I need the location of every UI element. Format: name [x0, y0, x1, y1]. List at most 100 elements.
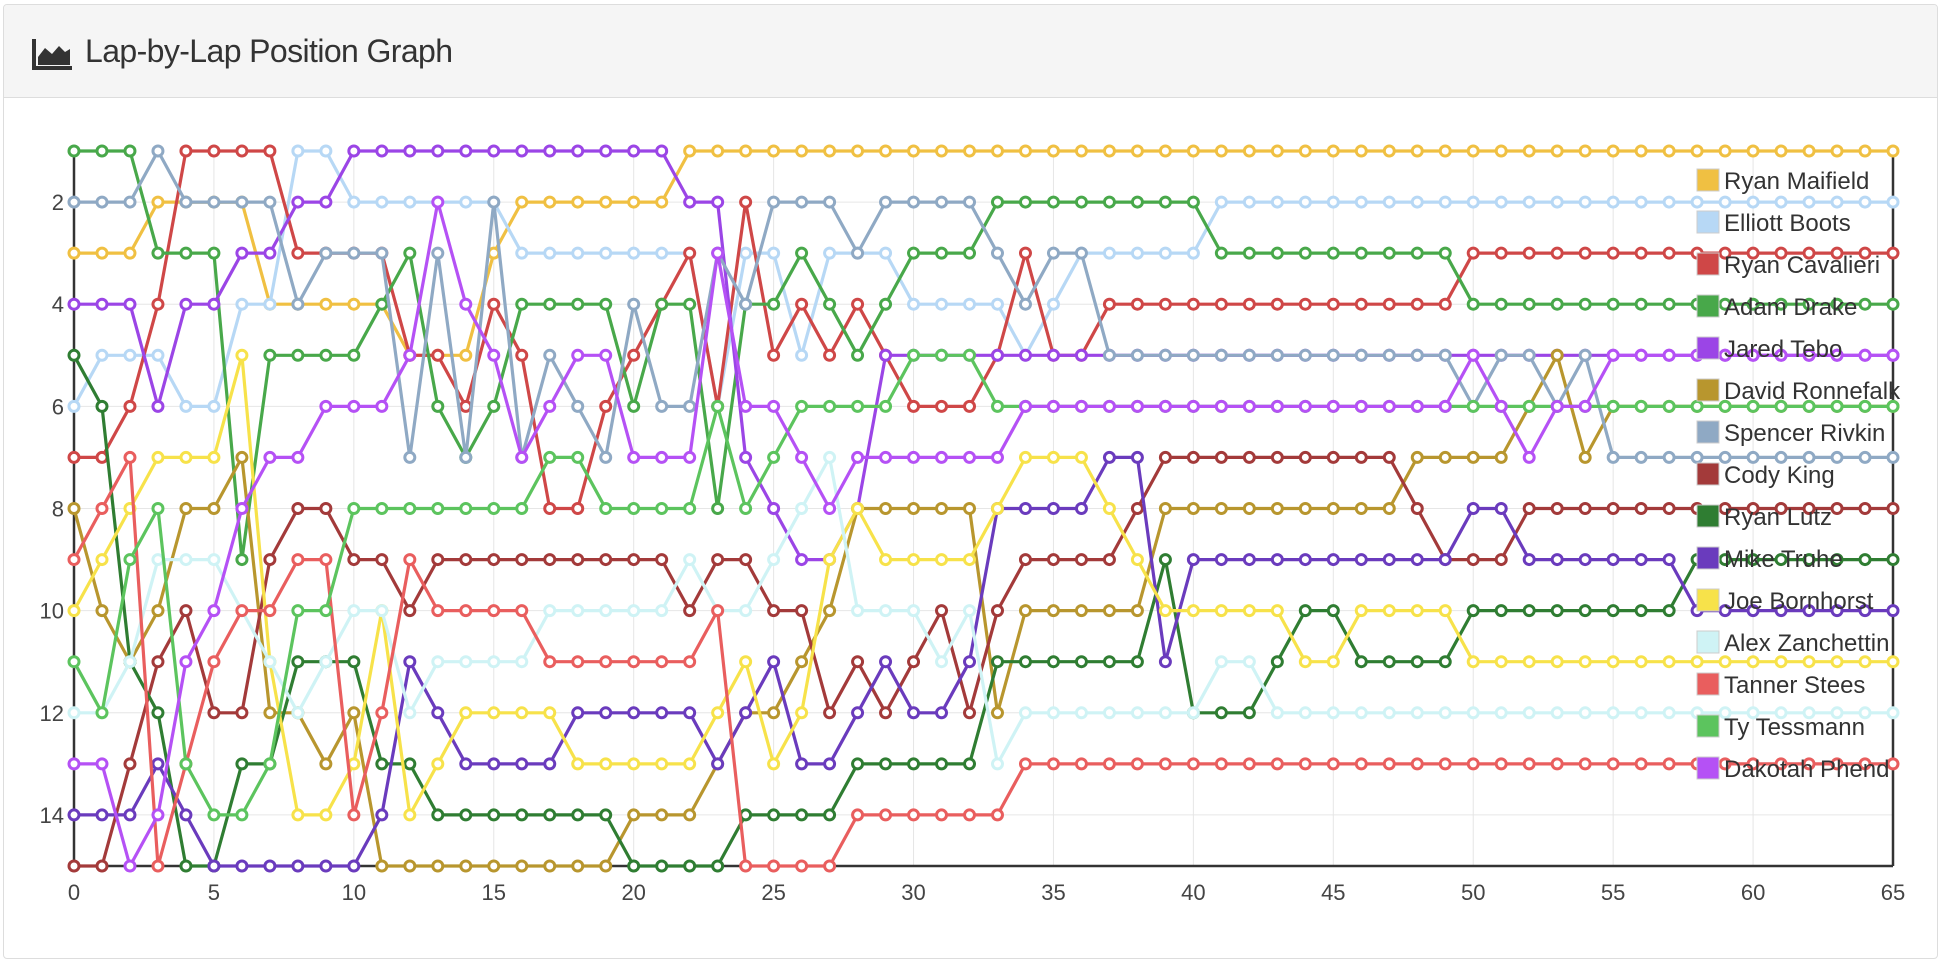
data-point — [67, 553, 81, 567]
data-point — [795, 757, 809, 771]
data-point — [403, 348, 417, 362]
data-point — [1046, 553, 1060, 567]
data-point — [1830, 604, 1844, 618]
data-point — [291, 144, 305, 158]
data-point — [123, 246, 137, 260]
data-point — [851, 450, 865, 464]
data-point — [1494, 144, 1508, 158]
legend-swatch — [1696, 336, 1720, 360]
data-point — [375, 808, 389, 822]
data-point — [1550, 399, 1564, 413]
data-point — [1550, 553, 1564, 567]
x-tick-label: 15 — [482, 880, 506, 905]
data-point — [1046, 195, 1060, 209]
data-point — [1774, 348, 1788, 362]
data-point — [627, 246, 641, 260]
data-point — [1382, 246, 1396, 260]
data-point — [1802, 450, 1816, 464]
data-point — [1494, 246, 1508, 260]
data-point — [291, 859, 305, 873]
data-point — [795, 144, 809, 158]
data-point — [1886, 297, 1900, 311]
data-point — [319, 757, 333, 771]
data-point — [935, 399, 949, 413]
data-point — [1354, 348, 1368, 362]
data-point — [599, 553, 613, 567]
data-point — [207, 144, 221, 158]
data-point — [683, 450, 697, 464]
data-point — [1158, 553, 1172, 567]
data-point — [571, 195, 585, 209]
y-tick-label: 2 — [52, 190, 64, 215]
data-point — [1522, 246, 1536, 260]
data-point — [1242, 502, 1256, 515]
legend-swatch — [1696, 378, 1720, 402]
data-point — [1802, 348, 1816, 362]
data-point — [431, 348, 445, 362]
data-point — [571, 297, 585, 311]
data-point — [1634, 450, 1648, 464]
data-point — [907, 706, 921, 720]
data-point — [235, 502, 249, 515]
data-point — [263, 348, 277, 362]
data-point — [291, 502, 305, 515]
data-point — [599, 246, 613, 260]
data-point — [1270, 502, 1284, 515]
data-point — [1074, 502, 1088, 515]
data-point — [207, 450, 221, 464]
data-point — [1746, 297, 1760, 311]
data-point — [431, 604, 445, 618]
data-point — [1186, 195, 1200, 209]
legend-label: Ryan Maifield — [1724, 168, 1869, 195]
data-point — [655, 859, 669, 873]
series-path — [72, 149, 1893, 408]
data-point — [599, 348, 613, 362]
data-point — [1830, 450, 1844, 464]
x-tick-label: 35 — [1041, 880, 1065, 905]
data-point — [1214, 144, 1228, 158]
data-point — [907, 502, 921, 515]
data-point — [823, 144, 837, 158]
data-point — [1242, 195, 1256, 209]
data-point — [1634, 246, 1648, 260]
data-point — [1214, 348, 1228, 362]
data-point — [1522, 144, 1536, 158]
data-point — [1382, 553, 1396, 567]
data-point — [1242, 706, 1256, 720]
data-point — [515, 604, 529, 618]
data-point — [655, 757, 669, 771]
data-point — [1718, 553, 1732, 567]
data-point — [459, 297, 473, 311]
data-point — [1018, 195, 1032, 209]
data-point — [319, 553, 333, 567]
data-point — [263, 144, 277, 158]
data-point — [1158, 757, 1172, 771]
data-point — [235, 144, 249, 158]
data-point — [543, 655, 557, 669]
data-point — [1662, 502, 1676, 515]
data-point — [151, 297, 165, 311]
data-point — [990, 399, 1004, 413]
data-point — [1326, 246, 1340, 260]
data-point — [1298, 450, 1312, 464]
data-point — [235, 450, 249, 464]
data-point — [599, 399, 613, 413]
data-point — [347, 502, 361, 515]
data-point — [1326, 655, 1340, 669]
data-point — [1662, 757, 1676, 771]
data-point — [1802, 399, 1816, 413]
data-point — [627, 399, 641, 413]
data-point — [263, 553, 277, 567]
data-point — [1886, 706, 1900, 720]
data-point — [1830, 553, 1844, 567]
data-point — [543, 553, 557, 567]
data-point — [1186, 604, 1200, 618]
data-point — [1186, 553, 1200, 567]
data-point — [291, 450, 305, 464]
data-point — [1550, 195, 1564, 209]
data-point — [1354, 706, 1368, 720]
data-point — [571, 604, 585, 618]
data-point — [1830, 655, 1844, 669]
data-point — [1242, 604, 1256, 618]
data-point — [1354, 195, 1368, 209]
